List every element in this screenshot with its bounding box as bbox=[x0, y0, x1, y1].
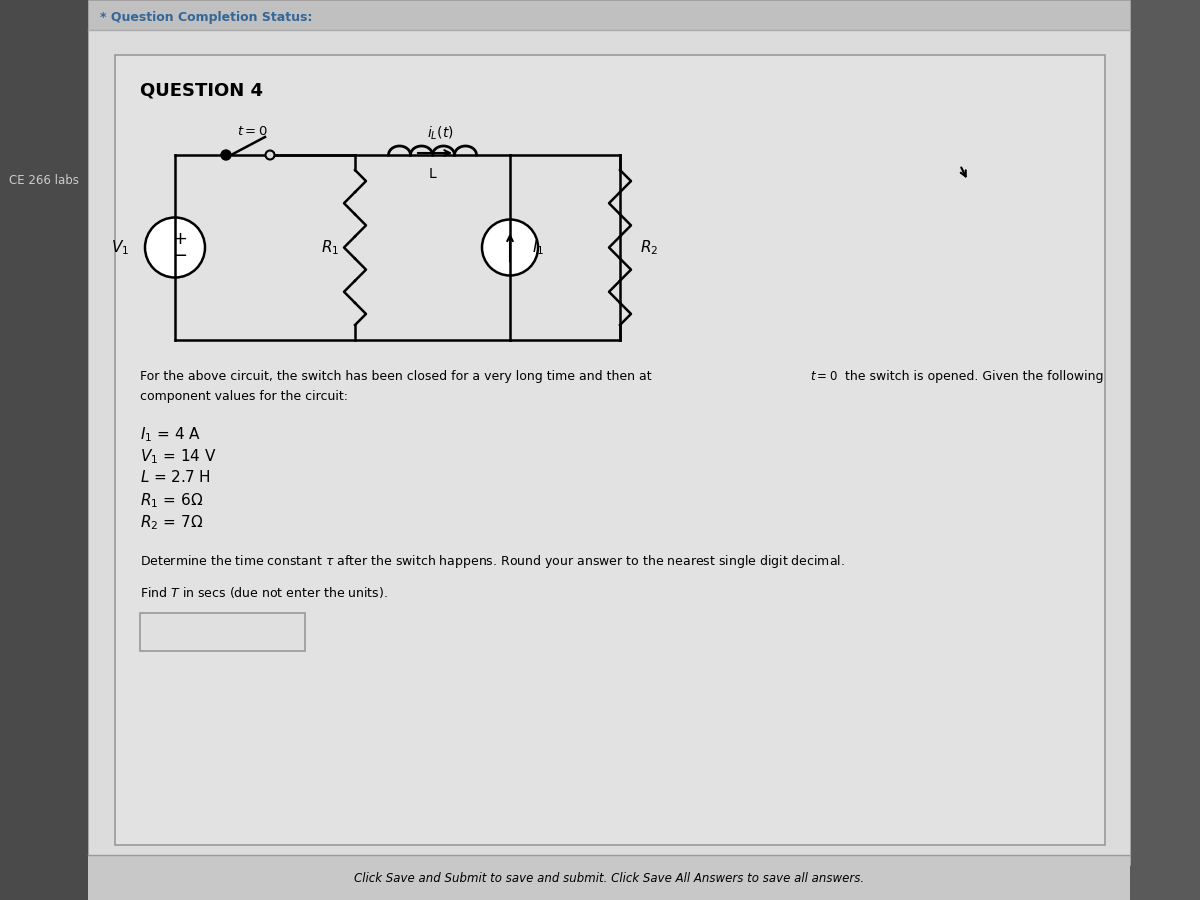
Circle shape bbox=[482, 220, 538, 275]
FancyBboxPatch shape bbox=[140, 613, 305, 651]
FancyBboxPatch shape bbox=[88, 855, 1130, 900]
FancyBboxPatch shape bbox=[88, 30, 1130, 865]
FancyBboxPatch shape bbox=[0, 0, 88, 900]
Text: $R_2$: $R_2$ bbox=[640, 238, 659, 256]
Text: $I_1$ = 4 A: $I_1$ = 4 A bbox=[140, 425, 202, 444]
Text: L: L bbox=[428, 167, 437, 181]
Text: $R_1$ = 6$\Omega$: $R_1$ = 6$\Omega$ bbox=[140, 491, 203, 509]
Text: $R_1$: $R_1$ bbox=[320, 238, 340, 256]
Text: $t = 0$: $t = 0$ bbox=[236, 125, 268, 138]
Text: $I_1$: $I_1$ bbox=[532, 238, 545, 256]
Text: $V_1$ = 14 V: $V_1$ = 14 V bbox=[140, 447, 217, 465]
Text: For the above circuit, the switch has been closed for a very long time and then : For the above circuit, the switch has be… bbox=[140, 370, 652, 383]
Text: $L$ = 2.7 H: $L$ = 2.7 H bbox=[140, 469, 211, 485]
Text: $t=0$: $t=0$ bbox=[810, 370, 838, 383]
FancyBboxPatch shape bbox=[1130, 0, 1200, 900]
Circle shape bbox=[221, 150, 230, 160]
Text: * Question Completion Status:: * Question Completion Status: bbox=[100, 12, 312, 24]
Text: QUESTION 4: QUESTION 4 bbox=[140, 81, 263, 99]
Text: Click Save and Submit to save and submit. Click Save All Answers to save all ans: Click Save and Submit to save and submit… bbox=[354, 871, 864, 885]
Text: Determine the time constant $\tau$ after the switch happens. Round your answer t: Determine the time constant $\tau$ after… bbox=[140, 553, 845, 570]
Text: Find $T$ in secs (due not enter the units).: Find $T$ in secs (due not enter the unit… bbox=[140, 585, 388, 600]
Text: $V_1$: $V_1$ bbox=[110, 238, 130, 256]
Text: component values for the circuit:: component values for the circuit: bbox=[140, 390, 348, 403]
Circle shape bbox=[265, 150, 275, 159]
Text: −: − bbox=[173, 247, 187, 265]
FancyBboxPatch shape bbox=[115, 55, 1105, 845]
Text: $R_2$ = 7$\Omega$: $R_2$ = 7$\Omega$ bbox=[140, 513, 203, 532]
Text: the switch is opened. Given the following: the switch is opened. Given the followin… bbox=[845, 370, 1104, 383]
Text: CE 266 labs: CE 266 labs bbox=[10, 174, 79, 186]
Text: +: + bbox=[173, 230, 187, 248]
Circle shape bbox=[145, 218, 205, 277]
Text: $i_L(t)$: $i_L(t)$ bbox=[427, 124, 454, 142]
FancyBboxPatch shape bbox=[88, 0, 1130, 30]
